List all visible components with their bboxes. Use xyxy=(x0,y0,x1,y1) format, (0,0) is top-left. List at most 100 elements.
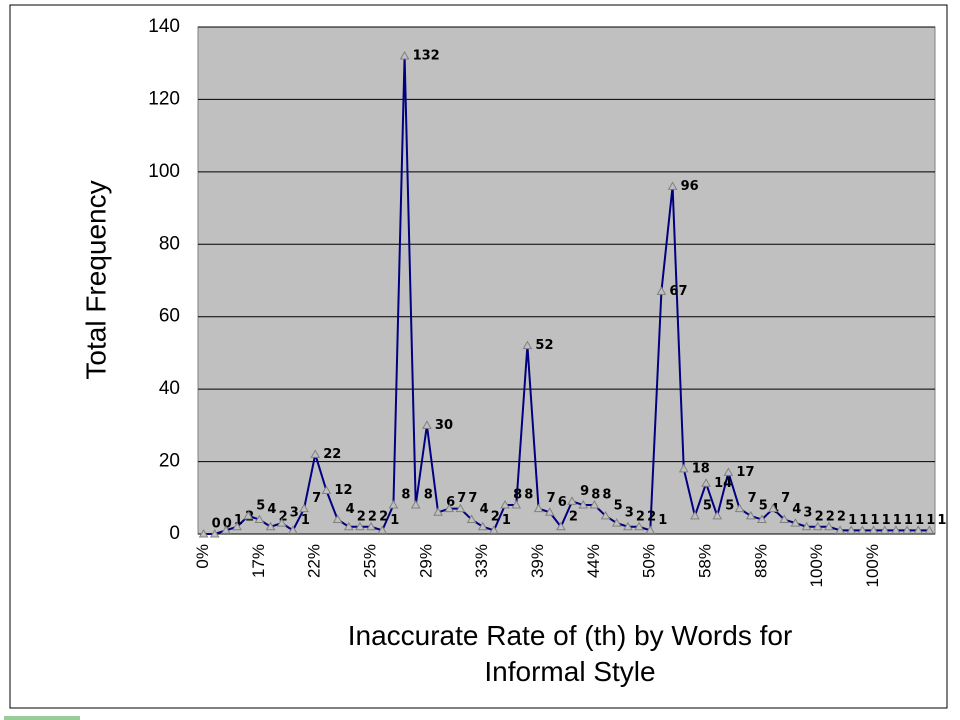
point-marker xyxy=(254,514,265,524)
point-marker xyxy=(221,525,231,534)
point-marker xyxy=(667,181,678,190)
value-label: 14 xyxy=(714,476,732,491)
point-marker xyxy=(578,500,589,509)
x-tick-label: 0% xyxy=(193,544,212,569)
point-marker xyxy=(455,503,466,513)
point-marker xyxy=(522,340,533,350)
value-label: 2 xyxy=(279,509,288,524)
value-label: 96 xyxy=(681,179,699,194)
point-marker xyxy=(276,518,287,527)
x-tick-label: 39% xyxy=(528,544,547,578)
point-marker xyxy=(366,521,376,531)
point-marker xyxy=(198,528,209,538)
x-axis-title: Inaccurate Rate of (th) by Words for Inf… xyxy=(347,620,793,687)
point-marker xyxy=(623,521,633,531)
point-marker xyxy=(232,521,242,531)
value-label: 5 xyxy=(703,498,712,513)
value-label: 12 xyxy=(334,483,352,498)
value-label: 0 xyxy=(223,517,232,532)
value-label: 8 xyxy=(602,488,611,503)
point-marker xyxy=(343,521,354,531)
x-tick-label: 50% xyxy=(640,544,659,578)
value-label: 1 xyxy=(870,513,879,528)
point-marker xyxy=(924,525,935,534)
point-marker xyxy=(690,510,700,520)
point-marker xyxy=(388,500,399,509)
value-label: 1 xyxy=(390,513,399,528)
value-label: 8 xyxy=(401,488,410,503)
x-tick-label: 25% xyxy=(361,544,380,578)
value-label: 30 xyxy=(435,418,453,433)
point-marker xyxy=(611,518,622,527)
point-marker xyxy=(243,510,254,520)
value-label: 5 xyxy=(725,498,734,513)
point-marker xyxy=(902,525,912,534)
point-marker xyxy=(444,503,455,513)
point-marker xyxy=(500,500,510,509)
value-label: 2 xyxy=(357,509,366,524)
value-label: 8 xyxy=(524,488,533,503)
point-marker xyxy=(511,500,522,509)
point-marker xyxy=(656,286,667,295)
value-label: 1 xyxy=(904,513,913,528)
value-label: 2 xyxy=(491,509,500,524)
value-label: 132 xyxy=(413,48,440,63)
value-label: 3 xyxy=(803,506,812,521)
point-marker xyxy=(768,503,778,513)
value-label: 1 xyxy=(915,513,924,528)
x-tick-label: 29% xyxy=(416,544,435,578)
point-marker xyxy=(410,500,421,509)
value-label: 1 xyxy=(937,513,946,528)
point-marker xyxy=(857,525,868,534)
point-marker xyxy=(745,510,756,520)
point-marker xyxy=(835,525,845,534)
point-marker xyxy=(556,521,566,531)
value-label: 7 xyxy=(312,491,321,506)
value-label: 4 xyxy=(792,502,801,517)
point-marker xyxy=(533,503,544,513)
point-marker xyxy=(879,525,890,534)
value-label: 1 xyxy=(882,513,891,528)
point-marker xyxy=(645,525,656,534)
point-marker xyxy=(321,485,332,495)
point-marker xyxy=(723,467,734,476)
point-marker xyxy=(422,420,432,429)
value-label: 6 xyxy=(446,495,455,510)
y-tick-label: 0 xyxy=(169,523,180,544)
value-label: 9 xyxy=(580,484,589,499)
x-tick-label: 100% xyxy=(863,544,882,587)
x-tick-label: 88% xyxy=(751,544,770,578)
point-marker xyxy=(678,463,689,473)
value-label: 2 xyxy=(569,509,578,524)
value-label: 1 xyxy=(893,513,902,528)
x-tick-label: 17% xyxy=(249,544,268,578)
point-marker xyxy=(824,521,834,531)
value-label: 17 xyxy=(736,465,754,480)
point-marker xyxy=(209,528,220,538)
y-tick-label: 80 xyxy=(159,233,180,254)
value-label: 5 xyxy=(759,498,768,513)
value-label: 8 xyxy=(424,488,433,503)
y-tick-label: 40 xyxy=(159,378,180,399)
value-label: 18 xyxy=(692,461,710,476)
point-marker xyxy=(310,449,321,458)
value-label: 4 xyxy=(346,502,355,517)
x-tick-label: 44% xyxy=(584,544,603,578)
value-label: 8 xyxy=(513,488,522,503)
value-label: 2 xyxy=(837,509,846,524)
value-label: 0 xyxy=(212,517,221,532)
y-tick-label: 60 xyxy=(159,306,180,327)
value-label: 1 xyxy=(859,513,868,528)
point-marker xyxy=(790,518,801,527)
point-marker xyxy=(734,503,745,513)
value-label: 2 xyxy=(826,509,835,524)
value-label: 7 xyxy=(547,491,556,506)
point-marker xyxy=(701,478,711,487)
value-label: 2 xyxy=(647,509,656,524)
point-marker xyxy=(377,525,388,534)
point-marker xyxy=(779,514,790,524)
x-tick-label: 22% xyxy=(305,544,324,578)
corner-bar xyxy=(4,716,80,720)
y-tick-label: 140 xyxy=(148,16,180,37)
